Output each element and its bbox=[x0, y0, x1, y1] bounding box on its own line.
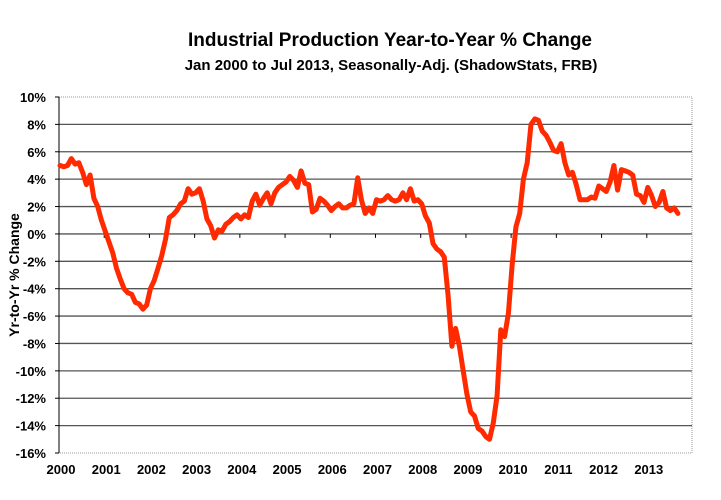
x-tick-label: 2008 bbox=[408, 462, 437, 477]
x-tick-label: 2013 bbox=[634, 462, 663, 477]
y-tick-label: -14% bbox=[16, 419, 47, 434]
x-tick-label: 2011 bbox=[544, 462, 572, 477]
x-tick-label: 2009 bbox=[453, 462, 482, 477]
y-tick-label: -16% bbox=[16, 446, 47, 461]
x-tick-label: 2000 bbox=[47, 462, 76, 477]
y-tick-label: -12% bbox=[16, 391, 47, 406]
y-tick-label: -4% bbox=[23, 282, 47, 297]
x-tick-label: 2010 bbox=[499, 462, 528, 477]
x-tick-label: 2007 bbox=[363, 462, 392, 477]
x-tick-label: 2005 bbox=[273, 462, 302, 477]
x-tick-label: 2002 bbox=[137, 462, 166, 477]
series-line-industrial-production bbox=[57, 116, 681, 442]
y-tick-label: 2% bbox=[27, 200, 46, 215]
y-tick-label: -2% bbox=[23, 254, 47, 269]
y-tick-label: 10% bbox=[20, 90, 46, 105]
y-tick-label: 6% bbox=[27, 145, 46, 160]
y-axis-ticks: 10% 8% 6% 4% 2% 0% -2% -4% -6% -8% -10% -12% -14% -16… bbox=[16, 90, 59, 461]
x-tick-label: 2012 bbox=[589, 462, 618, 477]
y-tick-label: -6% bbox=[23, 309, 47, 324]
x-tick-label: 2001 bbox=[92, 462, 121, 477]
y-tick-label: -10% bbox=[16, 364, 47, 379]
chart-subtitle: Jan 2000 to Jul 2013, Seasonally-Adj. (S… bbox=[185, 57, 598, 74]
y-tick-label: 8% bbox=[27, 117, 46, 132]
y-tick-label: 4% bbox=[27, 172, 46, 187]
chart-title: Industrial Production Year-to-Year % Cha… bbox=[188, 30, 592, 51]
y-axis-label: Yr-to-Yr % Change bbox=[6, 213, 22, 337]
x-tick-label: 2003 bbox=[182, 462, 211, 477]
x-tick-label: 2004 bbox=[227, 462, 257, 477]
y-tick-label: -8% bbox=[23, 336, 47, 351]
x-tick-label: 2006 bbox=[318, 462, 347, 477]
y-tick-label: 0% bbox=[27, 227, 46, 242]
x-axis-ticks: 2000 2001 2002 2003 2004 2005 2006 2007 2008 2009… bbox=[47, 233, 663, 477]
